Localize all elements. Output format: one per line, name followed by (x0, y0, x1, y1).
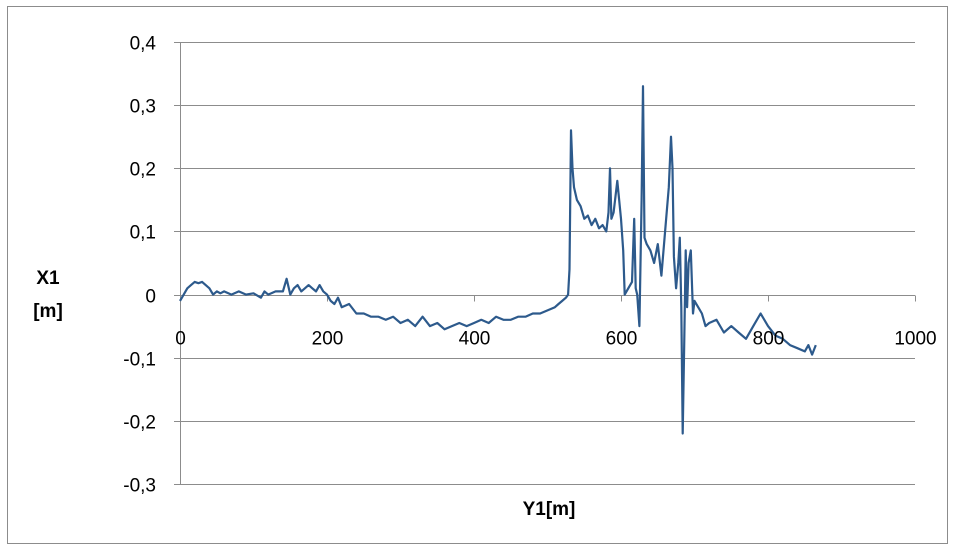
y-tick-label: 0,2 (130, 160, 156, 181)
y-tick-label: 0 (145, 287, 156, 308)
y-tick-label: -0,2 (123, 413, 156, 434)
y-tick-label: 0,3 (130, 97, 156, 118)
y-tick-label: -0,3 (123, 476, 156, 497)
y-axis-title-line1: X1 (36, 268, 60, 289)
series-layer (179, 85, 817, 435)
data-series-line (179, 85, 817, 435)
x-tick-label: 800 (753, 329, 785, 350)
y-axis-title-line2: [m] (33, 301, 63, 322)
y-tick-label: 0,4 (130, 34, 157, 55)
x-tick-label: 0 (175, 329, 186, 350)
x-tick-label: 600 (606, 329, 638, 350)
grid-lines (180, 42, 915, 485)
x-tick-labels: 0 200 400 600 800 1000 (175, 329, 936, 350)
chart-border (7, 6, 948, 544)
x-tick-label: 200 (312, 329, 344, 350)
y-tick-label: -0,1 (123, 350, 156, 371)
x-tick-label: 400 (459, 329, 491, 350)
x-tick-label: 1000 (894, 329, 936, 350)
y-tick-labels: 0,4 0,3 0,2 0,1 0 -0,1 -0,2 -0,3 (123, 34, 156, 497)
x-axis-title: Y1[m] (523, 499, 576, 520)
y-tick-label: 0,1 (130, 223, 156, 244)
